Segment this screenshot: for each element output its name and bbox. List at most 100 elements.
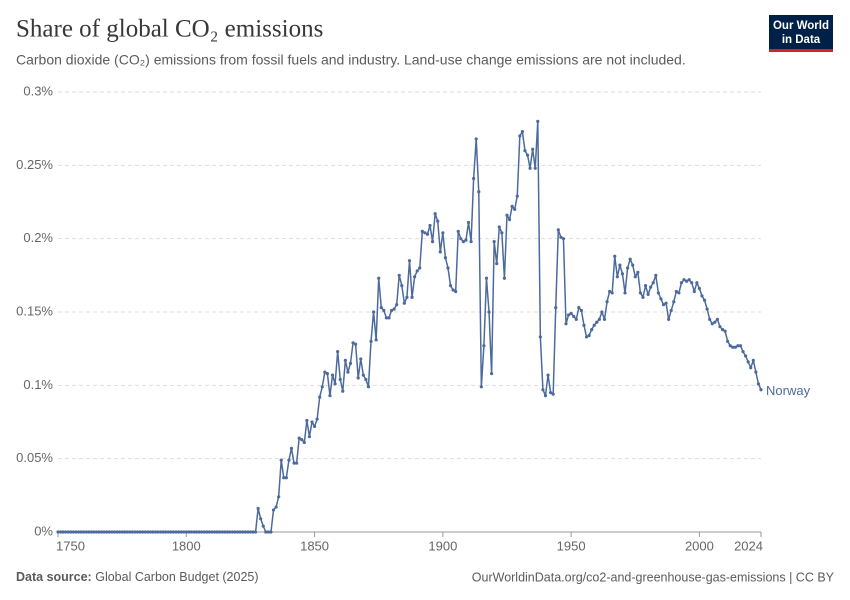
point [310,420,314,424]
point [520,130,524,134]
point [525,153,530,157]
point [661,303,666,307]
point [684,279,689,283]
point [184,530,188,534]
point [518,134,522,138]
point [71,530,75,534]
point [151,530,155,534]
point [633,275,637,279]
point [174,530,178,534]
point [664,301,668,305]
point [687,278,691,282]
point [61,530,65,534]
point [600,310,604,314]
point [320,385,324,389]
point [510,204,514,208]
point [756,382,761,386]
point [636,270,640,274]
logo-text: Our World [773,20,829,32]
point [187,530,191,534]
point [587,333,591,338]
point [533,166,537,170]
point [112,530,117,534]
point [361,373,365,377]
point [474,137,478,141]
point [300,438,304,442]
point [602,317,607,321]
point [323,370,327,374]
point [477,190,481,194]
point [74,530,78,534]
logo-underline [769,49,833,52]
point [325,372,329,376]
point [592,323,596,327]
point [646,292,650,296]
point [333,382,337,386]
point [377,276,381,280]
point [407,259,412,263]
point [746,360,750,364]
point [531,147,535,151]
point [736,344,740,348]
point [307,435,312,439]
point [479,385,483,389]
point [638,291,643,295]
point [115,530,119,534]
point [166,530,170,534]
chart-subtitle: Carbon dioxide (CO₂) emissions from foss… [16,52,686,68]
point [454,289,458,294]
point [215,530,219,534]
footer-url[interactable]: OurWorldinData.org/co2-and-greenhouse-ga… [472,570,835,584]
point [100,530,104,534]
point [123,530,127,534]
point [271,508,276,512]
point [428,223,432,228]
point [284,476,288,480]
point [620,272,625,276]
point [692,289,696,294]
point [235,530,240,534]
point [82,530,86,534]
point [751,358,755,362]
point [723,329,727,333]
point [618,263,622,267]
point [754,370,758,374]
x-tick-label: 1950 [557,538,586,553]
point [441,231,445,235]
point [595,320,599,324]
footer-source: Data source: Global Carbon Budget (2025) [16,570,259,584]
logo[interactable]: Our World in Data [769,15,833,52]
point [623,291,627,295]
point [120,530,124,534]
point [515,194,519,198]
point [212,530,217,534]
point [631,263,635,267]
point [143,530,147,534]
point [741,350,745,354]
point [107,530,111,534]
point [538,335,542,339]
logo-box[interactable] [769,15,833,51]
point [443,256,448,260]
point [410,295,414,299]
point [500,231,504,235]
point [289,446,294,450]
point [94,530,99,534]
point [713,320,717,324]
point [674,289,678,294]
point [436,219,440,223]
point [102,530,106,534]
point [513,207,517,211]
point [197,530,201,534]
point [656,291,660,295]
point [302,440,306,445]
point [497,225,501,229]
point [554,306,558,310]
point [348,361,353,365]
source[interactable]: Global Carbon Budget (2025) [95,570,258,584]
point [218,530,222,534]
point [379,306,383,310]
point [133,530,137,534]
point [351,341,355,345]
